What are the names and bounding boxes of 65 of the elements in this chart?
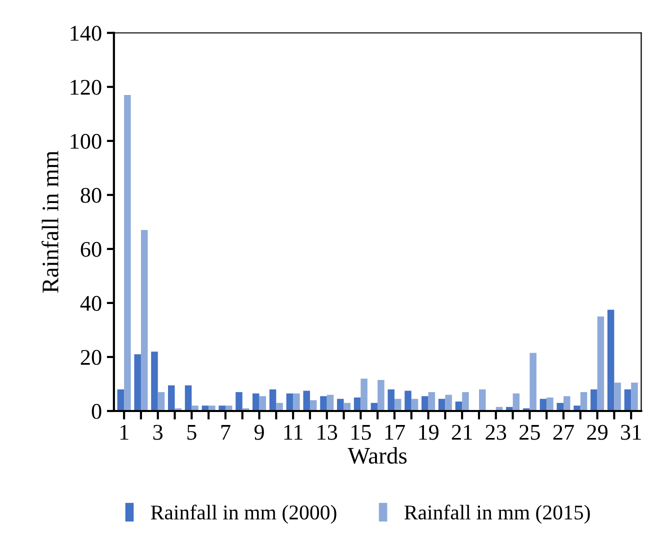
- x-tick-label: 21: [452, 424, 472, 440]
- bar: [151, 352, 158, 411]
- x-tick-label: 23: [486, 424, 506, 440]
- bar: [337, 398, 344, 411]
- x-axis-title: Wards: [348, 447, 407, 464]
- bar: [563, 396, 570, 411]
- bar: [546, 397, 554, 411]
- x-tick-label: 11: [284, 424, 302, 440]
- bar: [512, 393, 520, 411]
- bar: [117, 389, 124, 411]
- y-tick-label: 80: [80, 188, 102, 203]
- bar: [590, 389, 598, 411]
- bar: [530, 352, 536, 411]
- bar: [607, 310, 614, 411]
- bar: [286, 393, 294, 411]
- bar: [269, 389, 276, 411]
- bar: [388, 389, 394, 411]
- x-tick-label: 25: [520, 424, 540, 440]
- bar: [478, 389, 486, 411]
- bar: [614, 382, 621, 411]
- x-tick-label: 17: [385, 424, 405, 440]
- y-tick-label: 40: [80, 296, 102, 311]
- bar: [259, 396, 266, 411]
- bar: [134, 354, 141, 411]
- y-tick-label: 100: [70, 134, 102, 149]
- bar: [624, 389, 632, 411]
- x-tick-label: 31: [621, 424, 641, 440]
- bar: [597, 316, 604, 411]
- y-tick-label: 120: [70, 80, 102, 95]
- x-tick-label: 19: [419, 424, 438, 440]
- bar: [378, 380, 384, 411]
- bar: [168, 385, 175, 411]
- x-tick-label: 5: [187, 425, 196, 440]
- bar: [303, 390, 310, 411]
- legend-label: Rainfall in mm (2015): [404, 504, 590, 524]
- x-tick-label: 13: [318, 424, 338, 440]
- y-tick-label: 20: [80, 350, 102, 365]
- bar: [320, 396, 327, 411]
- x-tick-label: 7: [221, 425, 230, 440]
- x-tick-label: 1: [120, 424, 128, 440]
- y-tick-label: 60: [80, 242, 102, 257]
- bar: [252, 393, 260, 411]
- bar: [422, 396, 428, 411]
- y-tick-label: 140: [70, 26, 102, 41]
- bar: [580, 392, 588, 411]
- bar: [462, 392, 469, 411]
- bar: [360, 378, 368, 411]
- bar: [631, 382, 638, 411]
- x-tick-label: 9: [254, 424, 264, 440]
- bar: [236, 392, 242, 411]
- x-tick-label: 29: [587, 424, 608, 440]
- x-tick-label: 3: [153, 424, 163, 440]
- x-tick-label: 27: [553, 424, 574, 440]
- bar: [124, 95, 131, 411]
- bar: [404, 390, 412, 411]
- bar: [293, 393, 300, 411]
- bar: [140, 230, 148, 411]
- legend-label: Rainfall in mm (2000): [150, 504, 336, 524]
- x-tick-label: 15: [352, 424, 371, 440]
- y-axis-title: Rainfall in mm: [42, 150, 58, 293]
- bar: [445, 394, 452, 411]
- y-tick-label: 0: [92, 404, 102, 419]
- bar: [428, 392, 436, 411]
- bar: [184, 385, 192, 411]
- bar: [158, 392, 165, 411]
